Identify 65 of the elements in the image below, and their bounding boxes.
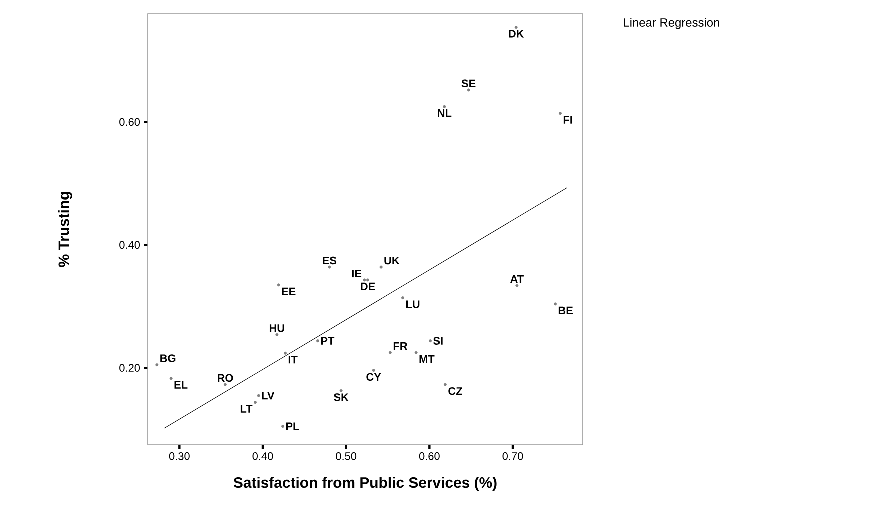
annotation: LU <box>406 300 420 308</box>
annotation: SI <box>434 337 443 345</box>
point <box>366 278 370 282</box>
point <box>444 383 448 386</box>
y-axis-title: % Trusting <box>58 192 72 268</box>
x-axis-title: Satisfaction from Public Services (%) <box>234 477 497 492</box>
point <box>276 333 279 336</box>
annotation: LV <box>262 392 275 400</box>
point <box>156 364 159 367</box>
annotation: MT <box>420 355 435 364</box>
annotation: CZ <box>448 387 462 396</box>
x-tick-label: 0.50 <box>336 452 357 460</box>
x-tick-label: 0.70 <box>502 452 524 460</box>
annotation: PL <box>286 422 300 430</box>
point <box>389 351 392 354</box>
point <box>257 394 260 398</box>
point <box>254 401 257 404</box>
y-tick-label: 0.20 <box>120 364 140 372</box>
annotation: EE <box>282 288 296 296</box>
annotation: ES <box>323 256 337 265</box>
annotation: AT <box>510 276 524 284</box>
annotation: PT <box>321 337 335 345</box>
point <box>363 278 366 282</box>
point <box>316 340 320 343</box>
point <box>514 26 518 30</box>
annotation: UK <box>384 256 400 265</box>
point <box>443 105 446 108</box>
point <box>414 351 418 354</box>
annotation: BG <box>160 354 176 362</box>
point <box>554 302 558 306</box>
point <box>282 425 284 428</box>
annotation: RO <box>218 374 234 382</box>
annotation: BE <box>558 306 573 314</box>
annotation: EL <box>174 381 188 389</box>
point <box>380 266 383 269</box>
annotation: IE <box>352 270 362 278</box>
annotation: NL <box>438 110 452 118</box>
x-tick-label: 0.60 <box>419 452 440 460</box>
annotation: FR <box>394 342 408 350</box>
annotation: SE <box>462 80 476 88</box>
x-tick-label: 0.40 <box>252 452 274 460</box>
annotation: DK <box>509 30 524 38</box>
point <box>340 389 343 392</box>
legend-label: Linear Regression <box>624 18 720 30</box>
point <box>559 112 562 116</box>
annotation: IT <box>288 356 298 364</box>
point <box>284 352 287 355</box>
annotation: DE <box>361 282 376 290</box>
point <box>170 377 173 380</box>
y-tick-label: 0.60 <box>120 118 140 126</box>
point <box>277 284 280 287</box>
annotation: LT <box>240 405 253 413</box>
point <box>328 266 332 269</box>
y-tick-label: 0.40 <box>120 241 140 250</box>
point <box>429 340 432 343</box>
annotation: CY <box>366 373 382 382</box>
point <box>224 383 227 386</box>
x-tick-label: 0.30 <box>169 452 190 460</box>
point <box>402 296 405 300</box>
annotation: SK <box>334 394 349 402</box>
annotation: FI <box>564 116 572 124</box>
annotation: HU <box>270 324 284 332</box>
point <box>467 88 470 92</box>
point <box>372 369 376 372</box>
point <box>516 284 519 288</box>
